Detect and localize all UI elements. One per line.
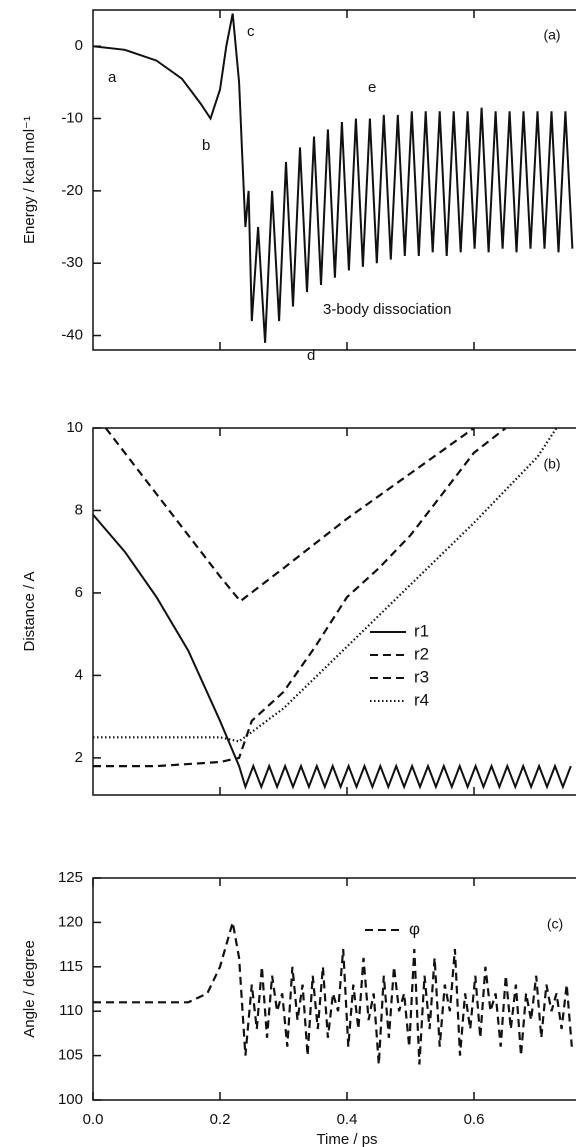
y-tick-label: 0	[75, 37, 83, 54]
y-tick-label: 2	[75, 749, 83, 766]
y-axis-title: Angle / degree	[21, 940, 38, 1038]
series-line	[104, 428, 475, 603]
legend-label: r1	[414, 621, 429, 640]
y-tick-label: 4	[75, 666, 83, 683]
y-tick-label: 8	[75, 501, 83, 518]
series-line	[93, 922, 573, 1065]
y-tick-label: -10	[61, 109, 83, 126]
y-tick-label: 6	[75, 584, 83, 601]
legend-label: r4	[414, 690, 429, 709]
annotation: a	[108, 69, 117, 86]
y-tick-label: 120	[58, 913, 83, 930]
y-tick-label: -40	[61, 327, 83, 344]
annotation: 3-body dissociation	[323, 301, 451, 318]
panel-label: (c)	[547, 916, 563, 932]
series-line	[93, 513, 572, 790]
legend-label: r3	[414, 667, 429, 686]
x-tick-label: 0.6	[464, 1111, 485, 1128]
y-tick-label: 10	[66, 419, 83, 436]
y-axis-title: Distance / A	[21, 571, 38, 651]
annotation: c	[247, 23, 255, 40]
y-tick-label: -20	[61, 182, 83, 199]
x-tick-label: 0.2	[210, 1111, 231, 1128]
series-line	[93, 428, 558, 743]
legend-label: r2	[414, 644, 429, 663]
panel-label: (b)	[543, 456, 560, 472]
x-axis-title: Time / ps	[316, 1131, 377, 1147]
y-axis-title: Energy / kcal mol⁻¹	[21, 116, 38, 244]
y-tick-label: 105	[58, 1047, 83, 1064]
legend-label: φ	[409, 919, 420, 938]
y-tick-label: 100	[58, 1091, 83, 1108]
y-tick-label: 110	[59, 1002, 83, 1019]
x-tick-label: 0.4	[337, 1111, 358, 1128]
annotation: d	[307, 347, 315, 364]
annotation: e	[368, 79, 376, 96]
y-tick-label: -30	[61, 254, 83, 271]
series-line	[93, 428, 507, 768]
annotation: b	[202, 137, 210, 154]
plot-frame	[92, 427, 576, 796]
plot-frame	[92, 9, 576, 351]
series-line	[93, 13, 574, 343]
plot-frame	[92, 877, 576, 1101]
x-tick-label: 0.0	[83, 1111, 104, 1128]
y-tick-label: 125	[58, 869, 83, 886]
panel-label: (a)	[543, 27, 560, 43]
y-tick-label: 115	[59, 958, 83, 975]
